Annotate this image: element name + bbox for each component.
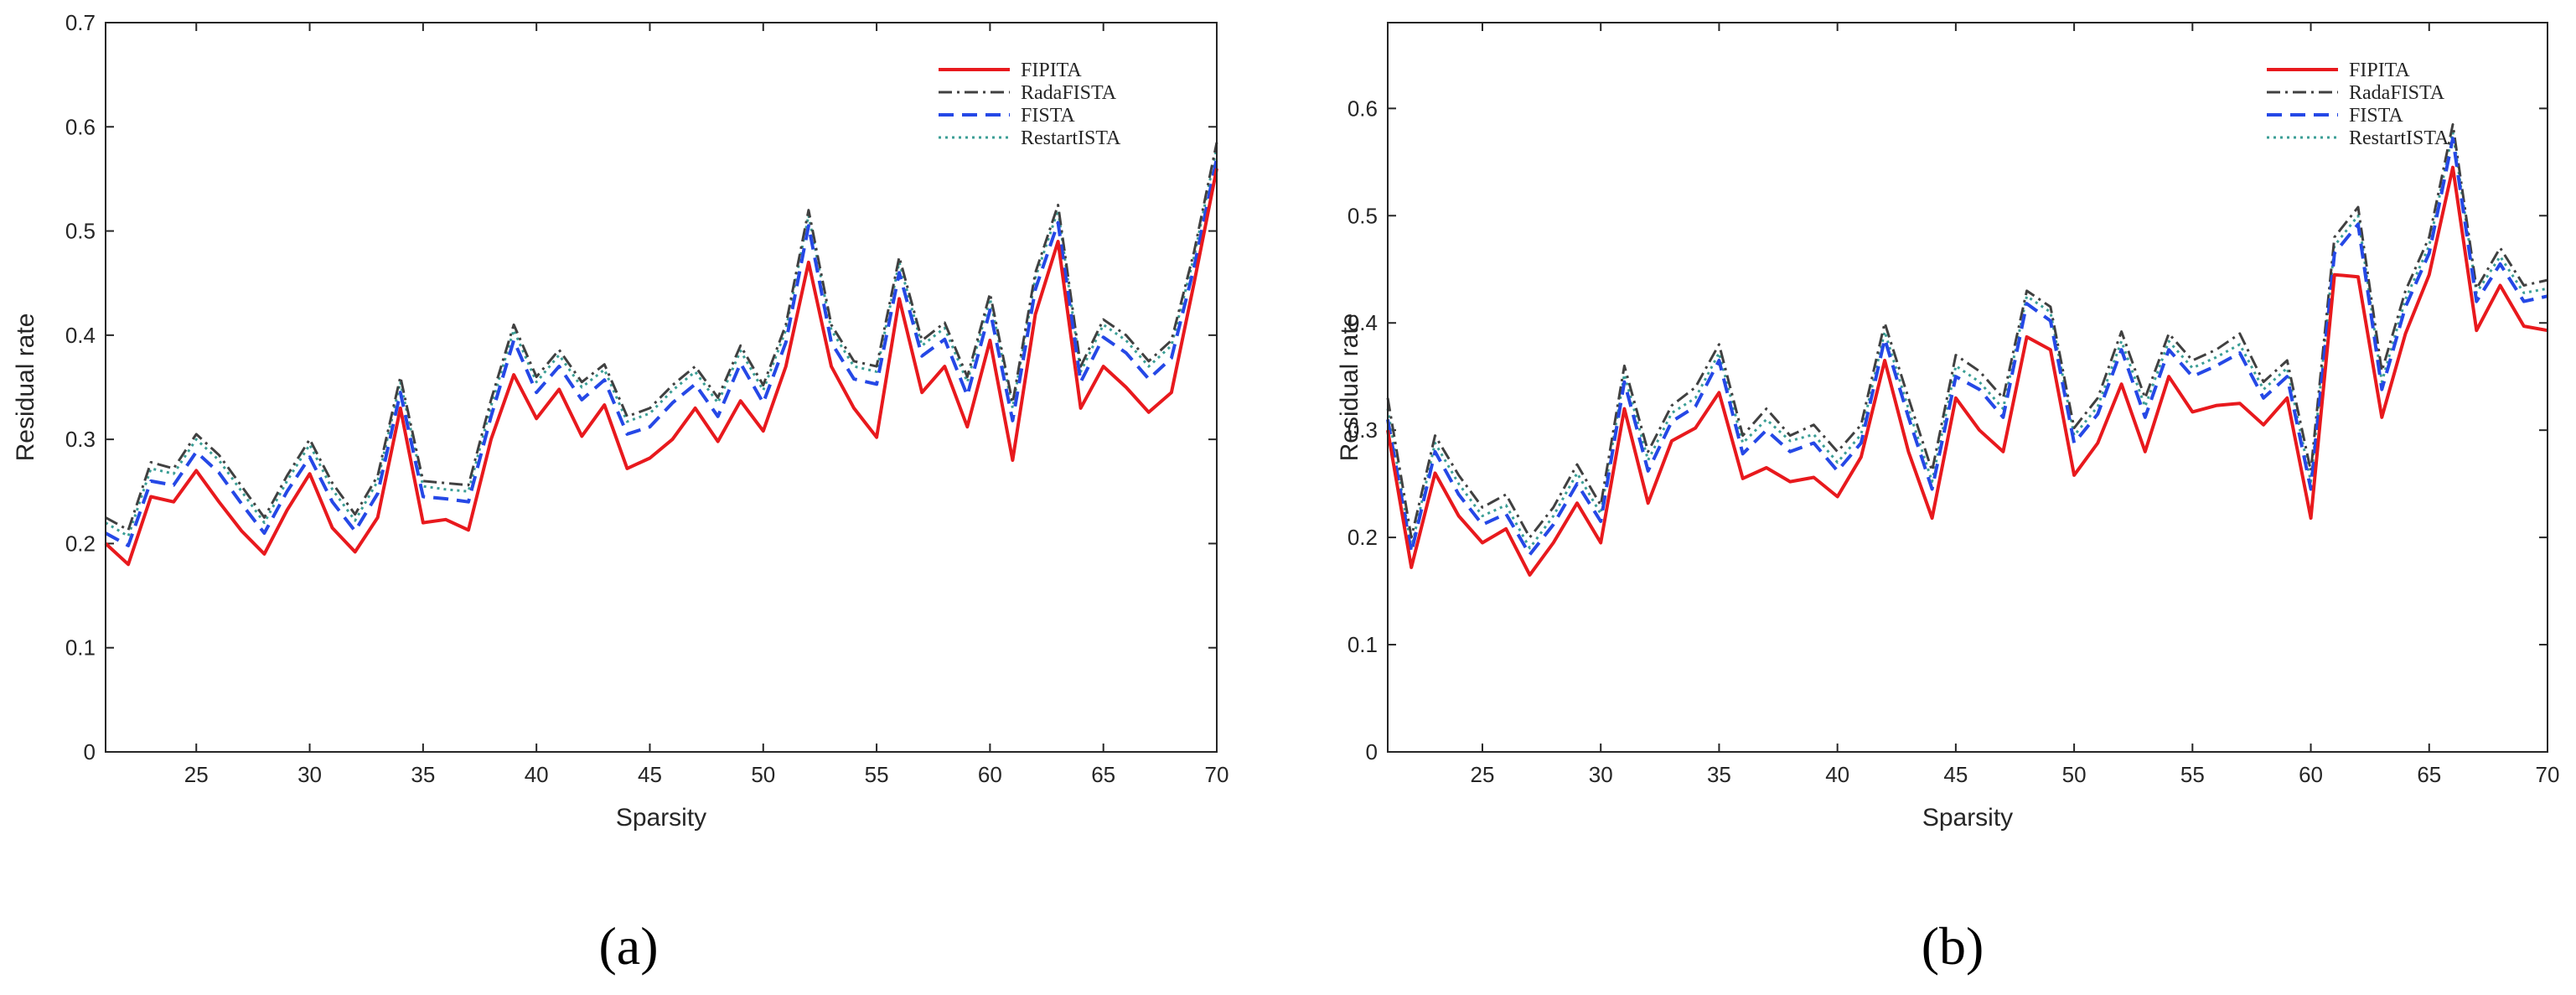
y-axis-label-a: Residual rate bbox=[12, 314, 39, 462]
x-tick-label: 30 bbox=[297, 762, 322, 787]
x-tick-label: 30 bbox=[1589, 762, 1613, 787]
caption-b: (b) bbox=[1922, 916, 1984, 976]
series-line-radafista bbox=[105, 142, 1218, 531]
x-tick-label: 55 bbox=[865, 762, 889, 787]
series-layer-b bbox=[1386, 123, 2548, 577]
y-tick-label: 0.3 bbox=[1347, 417, 1378, 443]
y-tick-label: 0.3 bbox=[65, 427, 96, 452]
x-axis-label-b: Sparsity bbox=[1922, 804, 2013, 832]
x-tick-label: 35 bbox=[1707, 762, 1731, 787]
series-line-fista bbox=[105, 158, 1218, 547]
y-tick-label: 0.2 bbox=[65, 531, 96, 556]
x-tick-label: 25 bbox=[184, 762, 209, 787]
x-tick-label: 25 bbox=[1471, 762, 1495, 787]
x-tick-label: 60 bbox=[978, 762, 1002, 787]
series-line-restartista bbox=[105, 147, 1218, 538]
legend-label-fista: FISTA bbox=[2349, 105, 2403, 127]
axes-ticks-b: 25 30 35 40 45 50 55 60 65 70 0 0.1 0.2 0.3 0.4 0.5 0.6 bbox=[1347, 23, 2560, 787]
y-tick-label: 0 bbox=[1366, 739, 1378, 764]
plot-frame-a bbox=[105, 22, 1218, 753]
x-tick-label: 65 bbox=[2417, 762, 2441, 787]
x-tick-label: 70 bbox=[1205, 762, 1229, 787]
legend-label-radafista: RadaFISTA bbox=[1021, 82, 1117, 104]
x-tick-label: 40 bbox=[525, 762, 549, 787]
chart-panel-a: 25 30 35 40 45 50 55 60 65 70 0 0.1 0.2 0.3 0.4 0.5 0.6 0… bbox=[12, 10, 1229, 976]
x-tick-label: 50 bbox=[751, 762, 775, 787]
x-tick-label: 40 bbox=[1825, 762, 1849, 787]
legend-label-fista: FISTA bbox=[1021, 105, 1075, 127]
legend-label-restartista: RestartISTA bbox=[1021, 127, 1121, 149]
series-line-fipita bbox=[1386, 165, 2548, 577]
legend-label-fipita: FIPITA bbox=[1021, 60, 1082, 81]
x-tick-label: 60 bbox=[2299, 762, 2323, 787]
series-layer-a bbox=[104, 142, 1218, 567]
axes-ticks-a: 25 30 35 40 45 50 55 60 65 70 0 0.1 0.2 0.3 0.4 0.5 0.6 0… bbox=[65, 10, 1229, 787]
y-tick-label: 0.7 bbox=[65, 10, 96, 35]
y-tick-label: 0.6 bbox=[1347, 96, 1378, 121]
x-tick-label: 50 bbox=[2062, 762, 2087, 787]
y-tick-label: 0.4 bbox=[65, 323, 96, 348]
legend-label-radafista: RadaFISTA bbox=[2349, 82, 2445, 104]
y-tick-label: 0.4 bbox=[1347, 310, 1378, 335]
y-tick-label: 0.2 bbox=[1347, 525, 1378, 550]
series-line-fipita bbox=[104, 168, 1218, 567]
caption-a: (a) bbox=[598, 916, 658, 976]
y-tick-label: 0.1 bbox=[1347, 632, 1378, 657]
y-tick-label: 0 bbox=[84, 739, 96, 764]
x-tick-label: 45 bbox=[1943, 762, 1968, 787]
y-tick-label: 0.6 bbox=[65, 114, 96, 139]
legend-label-fipita: FIPITA bbox=[2349, 60, 2410, 81]
y-tick-label: 0.1 bbox=[65, 635, 96, 661]
series-line-fista bbox=[1386, 137, 2548, 557]
x-tick-label: 35 bbox=[411, 762, 435, 787]
chart-panel-b: 25 30 35 40 45 50 55 60 65 7000.10.20.30.40.50.6 … bbox=[1336, 22, 2560, 976]
series-line-radafista bbox=[1386, 123, 2548, 539]
plot-frame-b bbox=[1387, 22, 2548, 753]
x-tick-label: 70 bbox=[2536, 762, 2560, 787]
x-tick-label: 65 bbox=[1091, 762, 1115, 787]
legend-label-restartista: RestartISTA bbox=[2349, 127, 2449, 149]
y-axis-label-b: Residual rate bbox=[1336, 314, 1363, 462]
x-tick-label: 55 bbox=[2180, 762, 2205, 787]
y-tick-label: 0.5 bbox=[1347, 203, 1378, 228]
x-tick-label: 45 bbox=[638, 762, 662, 787]
x-axis-label-a: Sparsity bbox=[616, 804, 706, 832]
y-tick-label: 0.5 bbox=[65, 219, 96, 244]
series-line-restartista bbox=[1386, 131, 2548, 550]
